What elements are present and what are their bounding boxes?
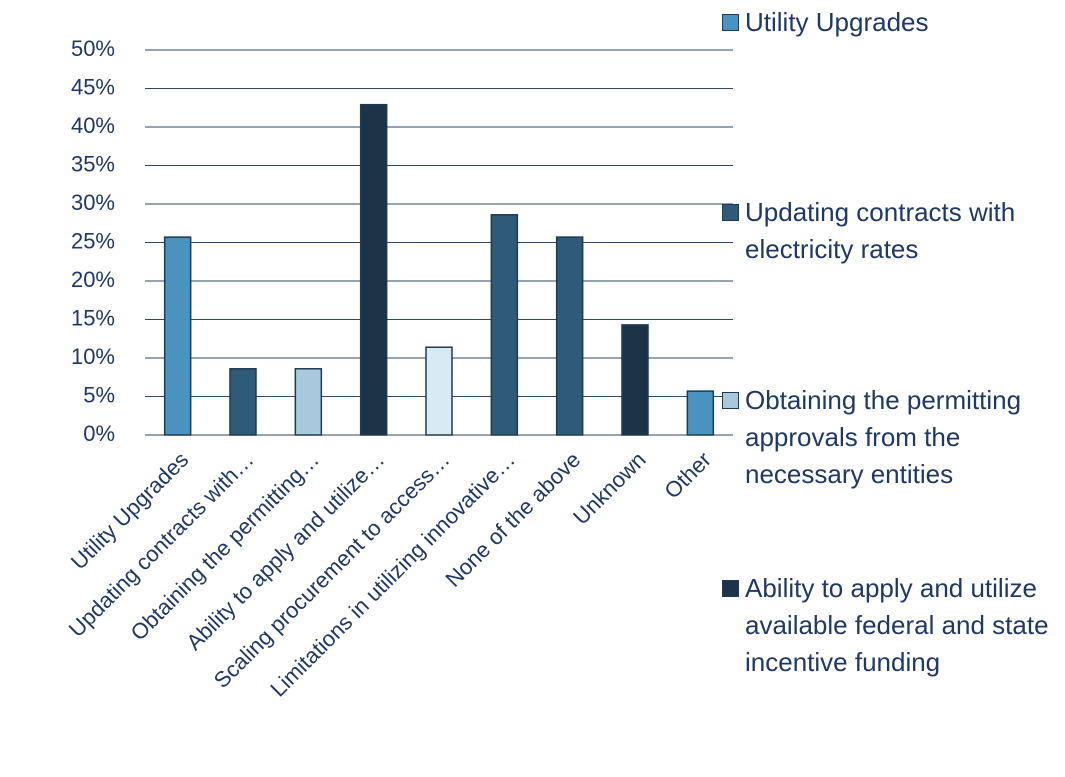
legend-swatch bbox=[722, 392, 739, 409]
bar bbox=[229, 368, 257, 436]
x-tick-label: Scaling procurement to access… bbox=[209, 447, 455, 693]
x-tick-label: Limitations in utilizing innovative… bbox=[265, 447, 520, 702]
legend-swatch bbox=[722, 580, 739, 597]
legend-item: Obtaining the permitting approvals from … bbox=[722, 382, 1062, 493]
y-tick-label: 15% bbox=[71, 305, 115, 330]
x-tick-label: Utility Upgrades bbox=[66, 447, 193, 574]
y-tick-label: 0% bbox=[83, 421, 115, 446]
bar bbox=[686, 390, 715, 436]
y-tick-label: 10% bbox=[71, 344, 115, 369]
legend-label: Utility Upgrades bbox=[745, 7, 929, 37]
legend-swatch bbox=[722, 204, 739, 221]
bar bbox=[425, 346, 453, 436]
bar bbox=[294, 368, 323, 436]
y-tick-label: 25% bbox=[71, 228, 115, 253]
y-tick-label: 5% bbox=[83, 382, 115, 407]
legend-item: Updating contracts with electricity rate… bbox=[722, 194, 1062, 268]
legend-item: Ability to apply and utilize available f… bbox=[722, 570, 1062, 681]
bar bbox=[359, 103, 388, 436]
legend-label: Updating contracts with electricity rate… bbox=[745, 197, 1016, 264]
legend-label: Ability to apply and utilize available f… bbox=[745, 573, 1049, 677]
x-tick-label: Unknown bbox=[568, 447, 651, 530]
legend-item: Utility Upgrades bbox=[722, 4, 1062, 41]
bar bbox=[621, 324, 649, 436]
y-tick-label: 50% bbox=[71, 36, 115, 61]
y-tick-label: 30% bbox=[71, 190, 115, 215]
x-tick-label: Other bbox=[659, 447, 716, 504]
y-tick-label: 35% bbox=[71, 151, 115, 176]
bar bbox=[163, 236, 192, 436]
bar bbox=[555, 236, 584, 436]
legend-label: Obtaining the permitting approvals from … bbox=[745, 385, 1022, 489]
bar bbox=[490, 214, 519, 436]
y-tick-label: 45% bbox=[71, 74, 115, 99]
y-tick-label: 20% bbox=[71, 267, 115, 292]
y-tick-label: 40% bbox=[71, 113, 115, 138]
legend-swatch bbox=[722, 14, 739, 31]
